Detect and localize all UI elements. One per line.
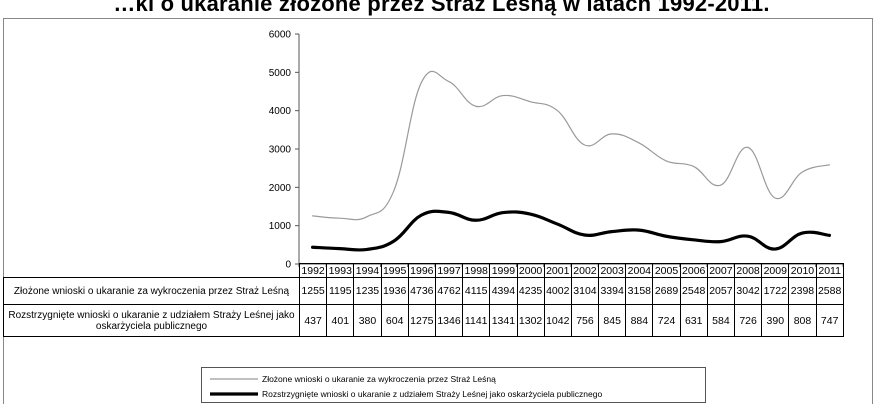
table-value-cell: 3158 — [625, 277, 654, 305]
chart-frame — [3, 18, 873, 404]
table-row-years: 1992 1993 1994 1995 1996 1997 1998 1999 2000 2001… — [3, 263, 844, 278]
table-value-cell: 604 — [380, 304, 409, 337]
table-year-cell: 2003 — [598, 263, 627, 278]
data-table: 1992 1993 1994 1995 1996 1997 1998 1999 2000 2001… — [3, 263, 844, 337]
y-tick-label: 2000 — [269, 183, 292, 194]
table-value-cell: 747 — [815, 304, 844, 337]
table-corner — [3, 263, 300, 278]
series-layer — [311, 70, 831, 252]
table-year-cell: 2007 — [706, 263, 736, 278]
table-year-cell: 2009 — [761, 263, 790, 278]
table-year-cell: 2011 — [815, 263, 844, 278]
table-value-cell: 1255 — [298, 277, 328, 305]
table-value-cell: 4115 — [462, 277, 491, 305]
legend-item-filed: Złożone wnioski o ukaranie za wykroczeni… — [210, 374, 496, 384]
table-year-cell: 2006 — [679, 263, 708, 278]
table-value-cell: 3104 — [570, 277, 600, 305]
table-year-cell: 1999 — [489, 263, 518, 278]
y-tick-label: 4000 — [269, 106, 292, 117]
table-year-cell: 1996 — [407, 263, 436, 278]
table-value-cell: 2588 — [815, 277, 844, 305]
table-row-filed: Złożone wnioski o ukaranie za wykroczeni… — [3, 277, 844, 305]
table-row-label-resolved: Rozstrzygnięte wnioski o ukaranie z udzi… — [3, 304, 300, 337]
table-value-cell: 4002 — [543, 277, 572, 305]
table-value-cell: 726 — [733, 304, 763, 337]
table-year-cell: 2001 — [543, 263, 572, 278]
table-year-cell: 1997 — [434, 263, 464, 278]
table-value-cell: 808 — [788, 304, 817, 337]
table-year-cell: 2002 — [570, 263, 600, 278]
table-year-cell: 2008 — [733, 263, 763, 278]
table-value-cell: 1141 — [462, 304, 491, 337]
y-tick-label: 3000 — [269, 145, 292, 156]
legend: Złożone wnioski o ukaranie za wykroczeni… — [201, 367, 706, 403]
y-tick-label: 1000 — [269, 221, 292, 232]
legend-label-filed: Złożone wnioski o ukaranie za wykroczeni… — [262, 374, 496, 384]
table-value-cell: 3042 — [733, 277, 763, 305]
table-value-cell: 756 — [570, 304, 600, 337]
y-tick-label: 5000 — [269, 68, 292, 79]
table-row-resolved: Rozstrzygnięte wnioski o ukaranie z udzi… — [3, 304, 844, 337]
table-value-cell: 2548 — [679, 277, 708, 305]
table-year-cell: 1995 — [380, 263, 409, 278]
table-year-cell: 2004 — [625, 263, 654, 278]
table-value-cell: 390 — [761, 304, 790, 337]
chart-title: …ki o ukaranie złożone przez Straż Leśną… — [113, 0, 770, 16]
table-value-cell: 2689 — [652, 277, 681, 305]
table-value-cell: 1722 — [761, 277, 790, 305]
table-value-cell: 437 — [298, 304, 328, 337]
y-tick-label: 6000 — [269, 30, 292, 41]
table-value-cell: 1235 — [353, 277, 382, 305]
table-value-cell: 1346 — [434, 304, 464, 337]
table-year-cell: 1998 — [462, 263, 491, 278]
table-value-cell: 845 — [598, 304, 627, 337]
table-year-cell: 1992 — [298, 263, 328, 278]
table-value-cell: 584 — [706, 304, 736, 337]
table-value-cell: 3394 — [598, 277, 627, 305]
table-year-cell: 2010 — [788, 263, 817, 278]
table-value-cell: 1341 — [489, 304, 518, 337]
series-line-filed — [312, 70, 830, 221]
table-value-cell: 4762 — [434, 277, 464, 305]
table-year-cell: 1994 — [353, 263, 382, 278]
table-value-cell: 2398 — [788, 277, 817, 305]
table-year-cell: 2000 — [516, 263, 545, 278]
legend-item-resolved: Rozstrzygnięte wnioski o ukaranie z udzi… — [210, 389, 602, 399]
table-value-cell: 1936 — [380, 277, 409, 305]
table-value-cell: 380 — [353, 304, 382, 337]
legend-swatch-filed — [210, 378, 258, 380]
table-value-cell: 401 — [326, 304, 355, 337]
table-year-cell: 2005 — [652, 263, 681, 278]
series-line-resolved — [311, 209, 831, 252]
table-row-label-filed: Złożone wnioski o ukaranie za wykroczeni… — [3, 277, 300, 305]
legend-swatch-resolved — [210, 392, 258, 396]
table-value-cell: 4394 — [489, 277, 518, 305]
table-value-cell: 631 — [679, 304, 708, 337]
table-value-cell: 4736 — [407, 277, 436, 305]
table-value-cell: 1275 — [407, 304, 436, 337]
table-year-cell: 1993 — [326, 263, 355, 278]
table-value-cell: 1302 — [516, 304, 545, 337]
table-value-cell: 4235 — [516, 277, 545, 305]
table-value-cell: 1195 — [326, 277, 355, 305]
table-value-cell: 884 — [625, 304, 654, 337]
table-value-cell: 2057 — [706, 277, 736, 305]
table-value-cell: 1042 — [543, 304, 572, 337]
legend-label-resolved: Rozstrzygnięte wnioski o ukaranie z udzi… — [262, 389, 603, 399]
table-value-cell: 724 — [652, 304, 681, 337]
